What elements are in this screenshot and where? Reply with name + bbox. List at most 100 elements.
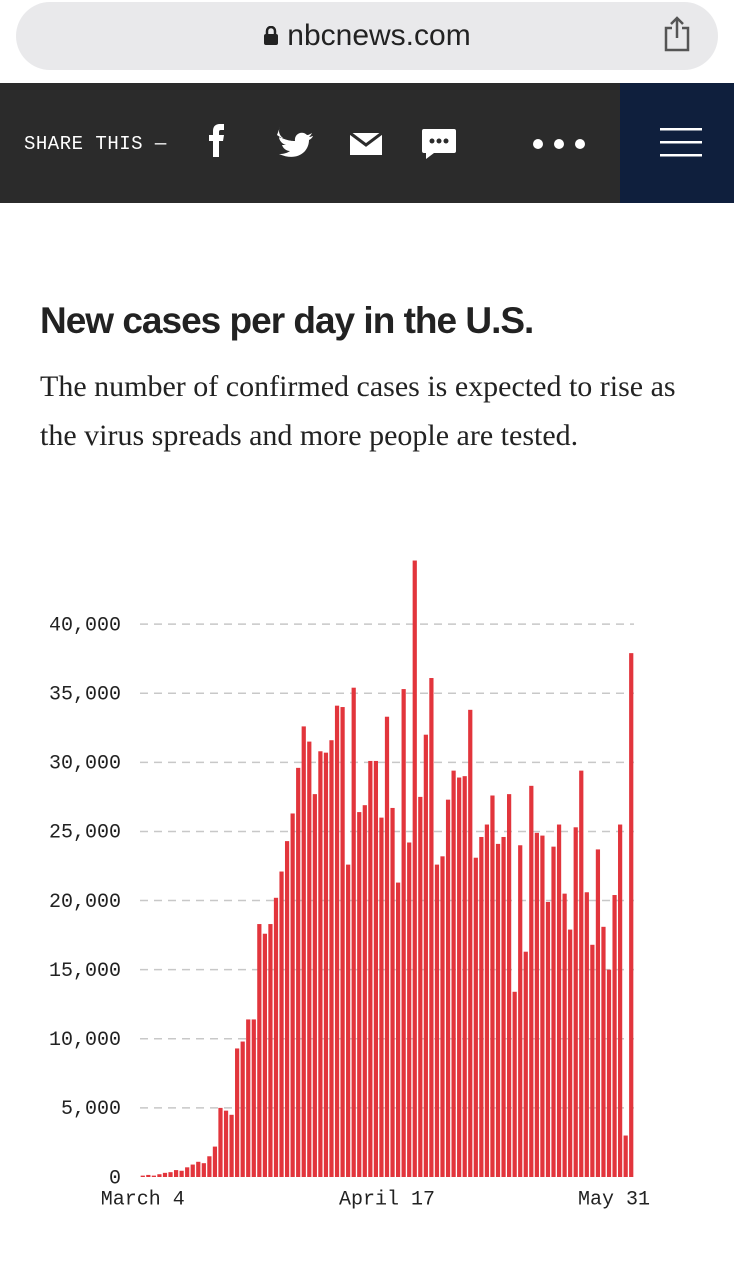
more-icon[interactable]	[530, 136, 590, 152]
bar	[346, 864, 351, 1177]
y-tick-label: 25,000	[49, 822, 121, 845]
bar	[368, 760, 373, 1177]
x-tick-label: May 31	[578, 1188, 650, 1211]
bar	[257, 924, 262, 1177]
bar	[201, 1163, 206, 1177]
bar	[534, 832, 539, 1177]
bar	[190, 1164, 195, 1177]
share-bar: SHARE THIS —	[0, 83, 734, 203]
menu-button[interactable]	[620, 83, 734, 203]
bar	[601, 926, 606, 1177]
bar	[273, 897, 279, 1177]
bar	[612, 895, 617, 1177]
bar	[323, 752, 329, 1177]
bar	[573, 827, 578, 1177]
bar	[512, 991, 517, 1177]
bar	[162, 1172, 168, 1177]
bar	[501, 836, 506, 1177]
bar	[529, 785, 534, 1177]
bar	[212, 1146, 218, 1177]
chart-subtitle: The number of confirmed cases is expecte…	[40, 370, 676, 452]
share-icons[interactable]	[205, 123, 465, 163]
address-bar[interactable]: nbcnews.com	[16, 2, 718, 70]
bar	[434, 864, 440, 1177]
bar	[545, 901, 551, 1177]
bar	[357, 812, 362, 1177]
bar	[173, 1170, 179, 1177]
bar	[556, 824, 562, 1177]
bar	[451, 770, 456, 1177]
bar	[329, 740, 334, 1177]
bar	[551, 846, 556, 1177]
bar	[312, 794, 317, 1177]
url: nbcnews.com	[16, 19, 718, 53]
bar	[185, 1167, 190, 1177]
y-tick-label: 15,000	[49, 960, 121, 983]
bar	[218, 1107, 223, 1177]
bar	[340, 707, 345, 1177]
bar	[268, 924, 273, 1177]
y-tick-label: 10,000	[49, 1029, 121, 1052]
bar	[429, 678, 434, 1177]
bar	[390, 807, 395, 1177]
bar	[351, 687, 356, 1177]
bar	[618, 824, 623, 1177]
bar	[595, 849, 601, 1177]
bar	[334, 705, 340, 1177]
y-tick-label: 30,000	[49, 753, 121, 776]
bar	[362, 805, 367, 1177]
bar	[629, 653, 634, 1177]
bar	[384, 716, 390, 1177]
bar	[207, 1156, 212, 1177]
bar	[440, 856, 445, 1177]
bar	[240, 1041, 245, 1177]
x-tick-label: April 17	[339, 1188, 435, 1211]
bar	[262, 933, 267, 1177]
lock-icon	[264, 25, 279, 45]
bar	[296, 767, 301, 1177]
bar	[540, 835, 545, 1177]
y-tick-label: 35,000	[49, 684, 121, 707]
bar	[284, 841, 290, 1177]
bar	[379, 817, 384, 1177]
bar	[279, 871, 284, 1177]
bar	[318, 751, 323, 1177]
y-tick-label: 20,000	[49, 891, 121, 914]
bar	[507, 794, 512, 1177]
bar	[457, 777, 462, 1177]
bar	[423, 734, 428, 1177]
menu-icon	[660, 128, 702, 157]
bar	[229, 1114, 234, 1177]
bar	[290, 813, 295, 1177]
bar	[468, 709, 473, 1177]
bar	[146, 1174, 151, 1177]
y-tick-label: 5,000	[61, 1098, 121, 1121]
bar	[490, 795, 495, 1177]
bar	[523, 951, 528, 1177]
share-icon[interactable]	[662, 16, 692, 52]
y-tick-label: 0	[109, 1167, 121, 1190]
bar	[157, 1174, 162, 1177]
bar	[623, 1135, 628, 1177]
bar	[412, 560, 417, 1177]
bar	[140, 1175, 145, 1177]
bar	[251, 1019, 256, 1177]
bar	[418, 796, 423, 1177]
bar	[568, 929, 573, 1177]
bar	[484, 824, 490, 1177]
bar	[395, 882, 401, 1177]
bar	[590, 944, 595, 1177]
x-tick-label: March 4	[101, 1188, 185, 1211]
bar	[196, 1161, 201, 1177]
bar	[584, 892, 589, 1177]
bar	[562, 893, 567, 1177]
bar	[301, 726, 306, 1177]
bar	[223, 1110, 229, 1177]
bar	[495, 843, 501, 1177]
bar	[462, 776, 467, 1177]
bar	[373, 760, 379, 1177]
bar	[307, 741, 312, 1177]
bar	[579, 770, 584, 1177]
bar	[606, 969, 612, 1177]
